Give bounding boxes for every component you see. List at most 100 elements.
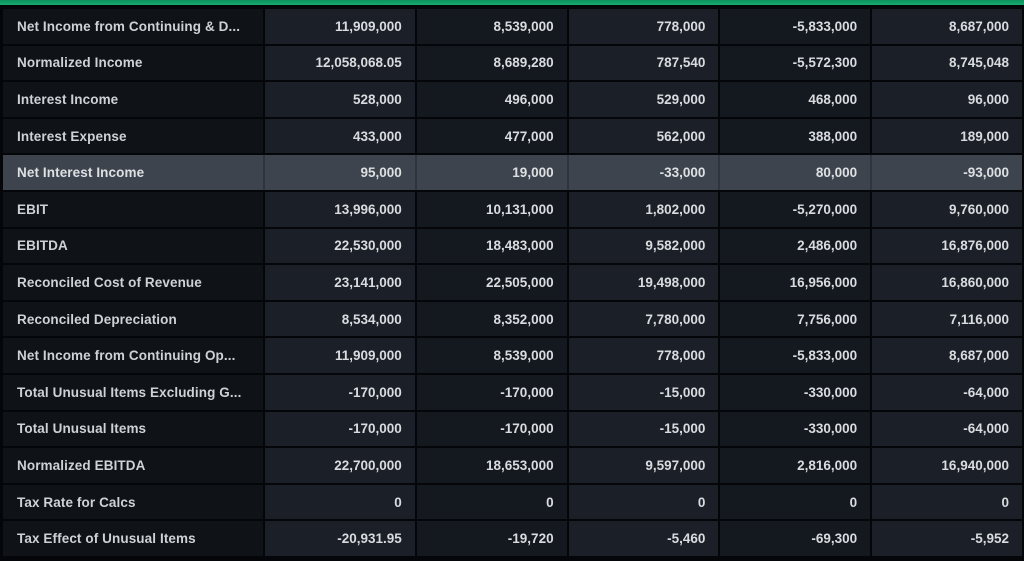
cell-value: -64,000 xyxy=(872,411,1022,447)
cell-value: -69,300 xyxy=(720,521,871,556)
cell-value: 529,000 xyxy=(568,82,719,117)
cell-value: 778,000 xyxy=(568,338,719,373)
cell-value: 18,653,000 xyxy=(416,448,567,483)
table-row[interactable]: Net Interest Income 95,000 19,000 -33,000 80… xyxy=(3,155,1022,190)
cell-value: 0 xyxy=(265,484,415,520)
cell-value: 22,700,000 xyxy=(265,448,415,483)
cell-value: 2,816,000 xyxy=(720,448,871,483)
cell-value: 0 xyxy=(568,484,719,520)
cell-value: 8,539,000 xyxy=(416,9,567,44)
cell-value: 2,486,000 xyxy=(720,228,871,264)
row-label: EBIT xyxy=(3,191,263,227)
cell-value: -19,720 xyxy=(416,521,567,556)
cell-value: 433,000 xyxy=(265,118,415,154)
row-label: Tax Effect of Unusual Items xyxy=(3,521,263,556)
cell-value: 1,802,000 xyxy=(568,191,719,227)
cell-value: -170,000 xyxy=(265,411,415,447)
cell-value: 8,534,000 xyxy=(265,301,415,337)
cell-value: -5,460 xyxy=(568,521,719,556)
cell-value: 528,000 xyxy=(265,82,415,117)
cell-value: -15,000 xyxy=(568,411,719,447)
cell-value: 7,116,000 xyxy=(872,301,1022,337)
table-row[interactable]: Reconciled Cost of Revenue 23,141,000 22,5… xyxy=(3,265,1022,300)
active-tab-indicator-bar xyxy=(0,0,1024,5)
cell-value: -170,000 xyxy=(416,374,567,410)
cell-value: -15,000 xyxy=(568,374,719,410)
table-row[interactable]: Normalized Income 12,058,068.05 8,689,280 7… xyxy=(3,45,1022,81)
table-row[interactable]: Interest Income 528,000 496,000 529,000 468,… xyxy=(3,82,1022,117)
table-row[interactable]: EBITDA 22,530,000 18,483,000 9,582,000 2,486… xyxy=(3,228,1022,264)
row-label: Total Unusual Items xyxy=(3,411,263,447)
cell-value: 96,000 xyxy=(872,82,1022,117)
cell-value: 9,760,000 xyxy=(872,191,1022,227)
table-row[interactable]: EBIT 13,996,000 10,131,000 1,802,000 -5,270,… xyxy=(3,191,1022,227)
cell-value: 11,909,000 xyxy=(265,9,415,44)
cell-value: -330,000 xyxy=(720,411,871,447)
row-label: Net Income from Continuing Op... xyxy=(3,338,263,373)
cell-value: 7,780,000 xyxy=(568,301,719,337)
cell-value: -20,931.95 xyxy=(265,521,415,556)
cell-value: -33,000 xyxy=(568,155,719,190)
cell-value: -5,833,000 xyxy=(720,338,871,373)
cell-value: 16,940,000 xyxy=(872,448,1022,483)
cell-value: 8,352,000 xyxy=(416,301,567,337)
cell-value: -170,000 xyxy=(416,411,567,447)
cell-value: 16,956,000 xyxy=(720,265,871,300)
cell-value: 8,745,048 xyxy=(872,45,1022,81)
row-label: Normalized Income xyxy=(3,45,263,81)
cell-value: 778,000 xyxy=(568,9,719,44)
cell-value: 95,000 xyxy=(265,155,415,190)
cell-value: 787,540 xyxy=(568,45,719,81)
row-label: Interest Income xyxy=(3,82,263,117)
cell-value: 562,000 xyxy=(568,118,719,154)
cell-value: 7,756,000 xyxy=(720,301,871,337)
cell-value: 18,483,000 xyxy=(416,228,567,264)
table-row[interactable]: Net Income from Continuing Op... 11,909,0… xyxy=(3,338,1022,373)
row-label: Tax Rate for Calcs xyxy=(3,484,263,520)
table-row[interactable]: Reconciled Depreciation 8,534,000 8,352,00… xyxy=(3,301,1022,337)
cell-value: 80,000 xyxy=(720,155,871,190)
row-label: Reconciled Depreciation xyxy=(3,301,263,337)
cell-value: 16,876,000 xyxy=(872,228,1022,264)
cell-value: -5,833,000 xyxy=(720,9,871,44)
table-row[interactable]: Total Unusual Items Excluding G... -170,0… xyxy=(3,374,1022,410)
cell-value: -64,000 xyxy=(872,374,1022,410)
cell-value: 9,597,000 xyxy=(568,448,719,483)
row-label: Net Interest Income xyxy=(3,155,263,190)
table-row[interactable]: Interest Expense 433,000 477,000 562,000 388… xyxy=(3,118,1022,154)
cell-value: 8,689,280 xyxy=(416,45,567,81)
cell-value: 11,909,000 xyxy=(265,338,415,373)
cell-value: 22,505,000 xyxy=(416,265,567,300)
cell-value: 13,996,000 xyxy=(265,191,415,227)
row-label: Normalized EBITDA xyxy=(3,448,263,483)
table-row[interactable]: Total Unusual Items -170,000 -170,000 -15,0… xyxy=(3,411,1022,447)
cell-value: 8,539,000 xyxy=(416,338,567,373)
row-label: Total Unusual Items Excluding G... xyxy=(3,374,263,410)
cell-value: 22,530,000 xyxy=(265,228,415,264)
cell-value: 23,141,000 xyxy=(265,265,415,300)
cell-value: 468,000 xyxy=(720,82,871,117)
cell-value: 9,582,000 xyxy=(568,228,719,264)
row-label: Reconciled Cost of Revenue xyxy=(3,265,263,300)
cell-value: 19,000 xyxy=(416,155,567,190)
row-label: Interest Expense xyxy=(3,118,263,154)
cell-value: 19,498,000 xyxy=(568,265,719,300)
cell-value: 0 xyxy=(720,484,871,520)
cell-value: 0 xyxy=(416,484,567,520)
row-label: Net Income from Continuing & D... xyxy=(3,9,263,44)
cell-value: -5,270,000 xyxy=(720,191,871,227)
cell-value: -93,000 xyxy=(872,155,1022,190)
table-row[interactable]: Normalized EBITDA 22,700,000 18,653,000 9,5… xyxy=(3,448,1022,483)
cell-value: 12,058,068.05 xyxy=(265,45,415,81)
table-row[interactable]: Tax Effect of Unusual Items -20,931.95 -19… xyxy=(3,521,1022,556)
cell-value: 8,687,000 xyxy=(872,9,1022,44)
cell-value: 477,000 xyxy=(416,118,567,154)
cell-value: -5,952 xyxy=(872,521,1022,556)
financials-table: Net Income from Continuing & D... 11,909,… xyxy=(0,9,1024,556)
cell-value: 388,000 xyxy=(720,118,871,154)
cell-value: 0 xyxy=(872,484,1022,520)
table-row[interactable]: Tax Rate for Calcs 0 0 0 0 0 xyxy=(3,484,1022,520)
cell-value: 10,131,000 xyxy=(416,191,567,227)
table-row[interactable]: Net Income from Continuing & D... 11,909,… xyxy=(3,9,1022,44)
